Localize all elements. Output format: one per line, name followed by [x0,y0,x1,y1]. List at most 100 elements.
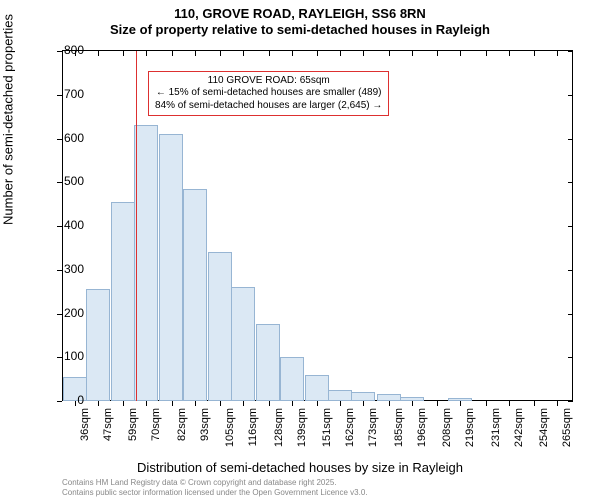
histogram-bar [111,202,135,401]
plot-area: 110 GROVE ROAD: 65sqm← 15% of semi-detac… [62,50,573,401]
x-tick [269,51,270,56]
x-axis-label: Distribution of semi-detached houses by … [0,460,600,475]
x-tick-label: 105sqm [224,408,236,452]
x-tick [98,51,99,56]
y-tick-label: 100 [44,349,84,363]
y-tick [568,51,573,52]
reference-vline [136,51,137,401]
x-tick [412,401,413,406]
x-tick [146,51,147,56]
histogram-bar [280,357,304,401]
x-tick [340,51,341,56]
histogram-bar [351,392,375,401]
x-tick [460,401,461,406]
x-tick [389,51,390,56]
x-tick-label: 219sqm [464,408,476,452]
y-tick [568,139,573,140]
y-tick-label: 300 [44,262,84,276]
annotation-line1: 110 GROVE ROAD: 65sqm [155,75,382,88]
histogram-bar [256,324,280,401]
x-tick-label: 139sqm [296,408,308,452]
x-tick [412,51,413,56]
chart-title-line2: Size of property relative to semi-detach… [0,21,600,37]
x-tick [243,51,244,56]
x-tick-label: 116sqm [247,408,259,452]
y-tick-label: 500 [44,174,84,188]
x-tick-label: 208sqm [441,408,453,452]
footer-text: Contains HM Land Registry data © Crown c… [62,478,368,497]
x-tick [146,401,147,406]
x-tick-label: 93sqm [199,408,211,452]
y-tick [568,270,573,271]
x-tick [460,51,461,56]
x-tick [220,401,221,406]
x-tick [243,401,244,406]
x-tick [509,51,510,56]
x-tick [534,51,535,56]
x-tick [269,401,270,406]
x-tick [172,401,173,406]
x-tick [292,51,293,56]
x-tick [437,401,438,406]
x-tick [123,51,124,56]
x-tick-label: 265sqm [561,408,573,452]
x-tick-label: 185sqm [393,408,405,452]
x-tick [195,51,196,56]
x-tick-label: 254sqm [538,408,550,452]
x-tick [486,51,487,56]
x-tick [363,401,364,406]
y-tick [568,401,573,402]
x-tick-label: 173sqm [367,408,379,452]
x-tick-label: 231sqm [490,408,502,452]
x-tick [172,51,173,56]
x-tick-label: 242sqm [513,408,525,452]
x-tick-label: 47sqm [102,408,114,452]
annotation-line3: 84% of semi-detached houses are larger (… [155,100,382,113]
y-tick-label: 700 [44,87,84,101]
y-tick [568,314,573,315]
x-tick [98,401,99,406]
x-tick [123,401,124,406]
x-tick-label: 151sqm [321,408,333,452]
y-tick [568,357,573,358]
histogram-bar [305,375,329,401]
x-tick [220,51,221,56]
x-tick-label: 82sqm [176,408,188,452]
y-tick [568,226,573,227]
annotation-box: 110 GROVE ROAD: 65sqm← 15% of semi-detac… [148,71,389,117]
x-tick [534,401,535,406]
x-tick [389,401,390,406]
x-tick [557,401,558,406]
histogram-bar [208,252,232,401]
y-tick-label: 600 [44,131,84,145]
y-tick-label: 400 [44,218,84,232]
histogram-bar [183,189,207,401]
y-tick-label: 800 [44,43,84,57]
footer-line2: Contains public sector information licen… [62,488,368,498]
y-tick-label: 200 [44,306,84,320]
x-tick-label: 128sqm [273,408,285,452]
x-tick [195,401,196,406]
x-tick-label: 36sqm [79,408,91,452]
x-tick-label: 59sqm [127,408,139,452]
x-tick [437,51,438,56]
histogram-bar [86,289,110,401]
y-tick [568,182,573,183]
x-tick-label: 196sqm [416,408,428,452]
x-tick-label: 162sqm [344,408,356,452]
x-tick [317,51,318,56]
chart-container: 110, GROVE ROAD, RAYLEIGH, SS6 8RN Size … [0,0,600,500]
histogram-bar [328,390,352,401]
x-tick [317,401,318,406]
x-tick [557,51,558,56]
x-tick [363,51,364,56]
x-tick [509,401,510,406]
chart-title-line1: 110, GROVE ROAD, RAYLEIGH, SS6 8RN [0,0,600,21]
x-tick [292,401,293,406]
histogram-bar [159,134,183,401]
x-tick [486,401,487,406]
annotation-line2: ← 15% of semi-detached houses are smalle… [155,87,382,100]
histogram-bar [231,287,255,401]
histogram-bar [134,125,158,401]
x-tick [340,401,341,406]
